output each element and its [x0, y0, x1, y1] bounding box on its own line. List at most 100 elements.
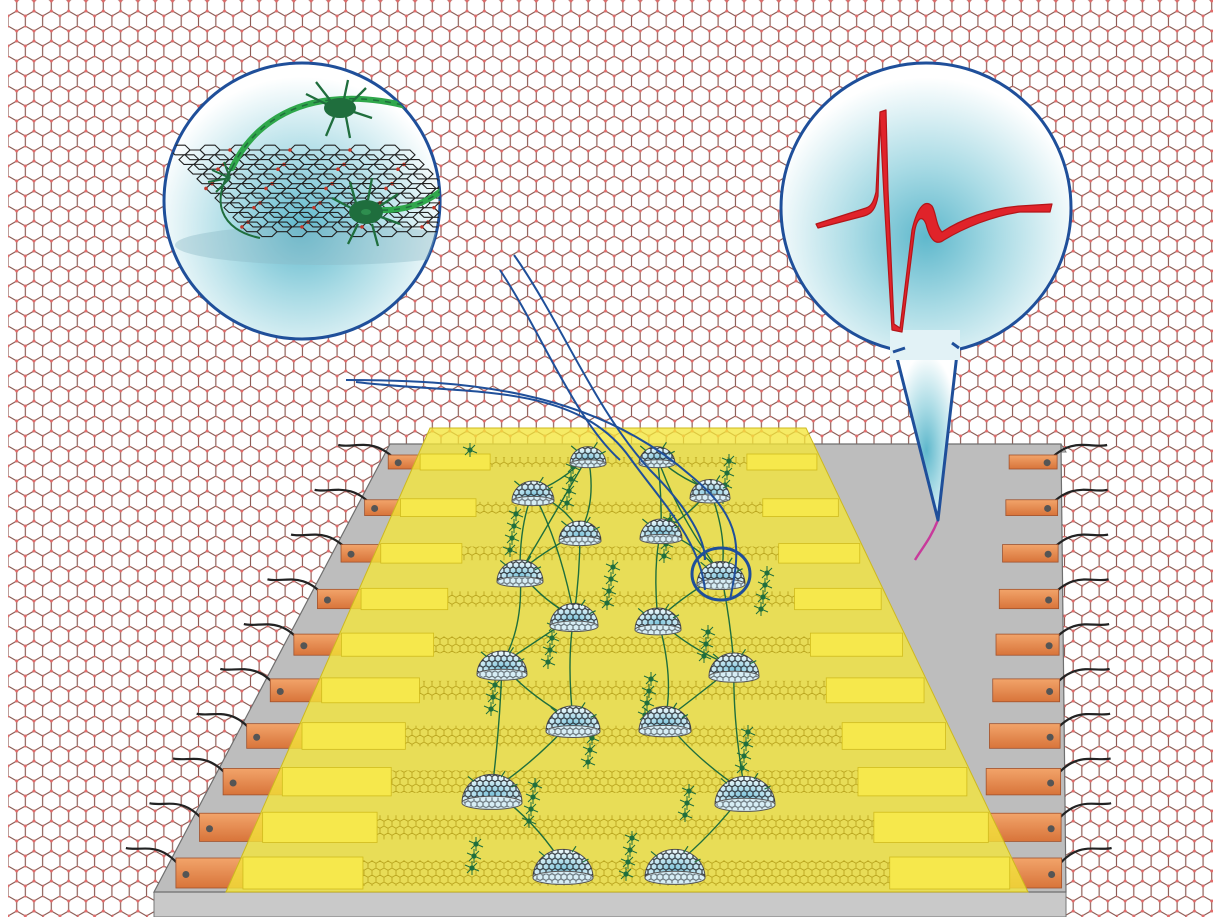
neuron-soma	[643, 672, 659, 686]
graphene-electrode-strip	[402, 501, 837, 514]
lattice-atom	[360, 225, 364, 229]
right-solder-dot	[1043, 459, 1051, 467]
left-lead-plate	[281, 767, 392, 797]
culture-well	[511, 476, 555, 507]
graphene-hexagon	[433, 202, 440, 214]
right-solder-dot	[1046, 687, 1054, 695]
lattice-atom	[216, 167, 220, 172]
neuron-soma	[561, 484, 577, 498]
graphene-electrode-strip	[422, 457, 815, 467]
neuron-soma	[700, 625, 716, 639]
left-lead-plate	[242, 856, 364, 890]
graphene-hexagon	[430, 187, 440, 199]
culture-well	[461, 770, 523, 810]
right-solder-dot	[1044, 504, 1052, 512]
left-solder-dot	[253, 733, 261, 741]
graphene-electrode-strip	[304, 725, 944, 747]
culture-well	[545, 702, 601, 738]
neuron-soma	[681, 784, 697, 798]
neuron-soma	[504, 531, 520, 545]
neuron-soma	[464, 861, 480, 875]
neuron-soma	[601, 584, 617, 598]
right-zoom-bubble	[779, 61, 1073, 522]
right-lead-plate	[746, 453, 818, 471]
culture-well	[558, 516, 602, 547]
neuron-soma	[734, 761, 750, 775]
neuron-soma	[483, 702, 499, 716]
right-lead-plate	[825, 677, 925, 704]
culture-well	[708, 648, 760, 683]
neuron-soma	[620, 855, 636, 869]
right-lead-plate	[762, 498, 839, 517]
left-solder-dot	[323, 596, 331, 604]
culture-well	[638, 441, 676, 469]
neuron-soma	[622, 843, 638, 857]
left-lead-plate	[380, 543, 463, 564]
neuron-soma	[468, 837, 484, 851]
connector-lines	[345, 254, 752, 602]
right-solder-dot	[1047, 779, 1055, 787]
graphene-hexagon	[394, 149, 416, 161]
neuron-soma	[696, 649, 712, 663]
neuron-soma	[542, 643, 558, 657]
recording-lead	[913, 519, 940, 561]
left-lead-plate	[340, 632, 435, 657]
neuron-soma	[462, 443, 478, 457]
left-lead-plate	[262, 811, 378, 843]
left-solder-dot	[182, 871, 190, 878]
right-solder-dot	[1045, 642, 1053, 650]
graphene-electrode-strip	[323, 680, 923, 700]
left-lead-plate	[360, 587, 449, 611]
neuron-soma	[656, 549, 672, 563]
neuron-soma	[677, 808, 693, 822]
right-lead-plate	[841, 722, 946, 750]
culture-well	[634, 603, 682, 636]
neuron-soma	[506, 519, 522, 533]
neuron-soma	[485, 690, 501, 704]
left-solder-dot	[229, 779, 237, 787]
lattice-atom	[396, 167, 400, 172]
neuron-soma	[502, 543, 518, 557]
culture-well	[644, 845, 706, 885]
lattice-atom	[288, 148, 292, 152]
lattice-atom	[420, 225, 424, 229]
right-contact-pad	[992, 678, 1061, 703]
right-solder-dot	[1048, 871, 1056, 878]
left-lead-plate	[400, 498, 477, 517]
neurite	[656, 455, 722, 575]
neuron-soma	[580, 755, 596, 769]
neuron-soma	[639, 696, 655, 710]
action-potential-icon	[815, 109, 1053, 333]
lattice-atom	[276, 167, 280, 172]
right-contact-pad	[998, 588, 1060, 610]
culture-well	[549, 599, 599, 633]
left-solder-dot	[394, 459, 402, 467]
lattice-atom	[432, 205, 436, 210]
lattice-atom	[336, 167, 340, 172]
culture-well	[639, 514, 683, 545]
left-bubble-circle	[162, 61, 442, 341]
right-contact-pad	[1005, 499, 1059, 516]
graphene-electrode-strip	[284, 770, 965, 793]
right-lead-plate	[794, 587, 882, 611]
neuron-soma	[719, 466, 735, 480]
right-lead-plate	[889, 856, 1011, 890]
culture-well	[496, 555, 544, 588]
lattice-atom	[204, 186, 208, 191]
lattice-atom	[264, 186, 268, 191]
graphene-electrode-strip	[363, 591, 880, 607]
culture-well	[714, 772, 776, 812]
neuron-soma	[599, 596, 615, 610]
neuron-soma	[508, 507, 524, 521]
neuron-soma	[721, 454, 737, 468]
neuron-soma	[679, 796, 695, 810]
lattice-atom	[300, 225, 304, 229]
culture-wells	[461, 441, 776, 885]
neuron-soma	[582, 743, 598, 757]
culture-well	[476, 646, 528, 681]
left-lead-plate	[301, 722, 406, 750]
left-solder-dot	[276, 687, 284, 695]
right-solder-dot	[1044, 550, 1052, 558]
